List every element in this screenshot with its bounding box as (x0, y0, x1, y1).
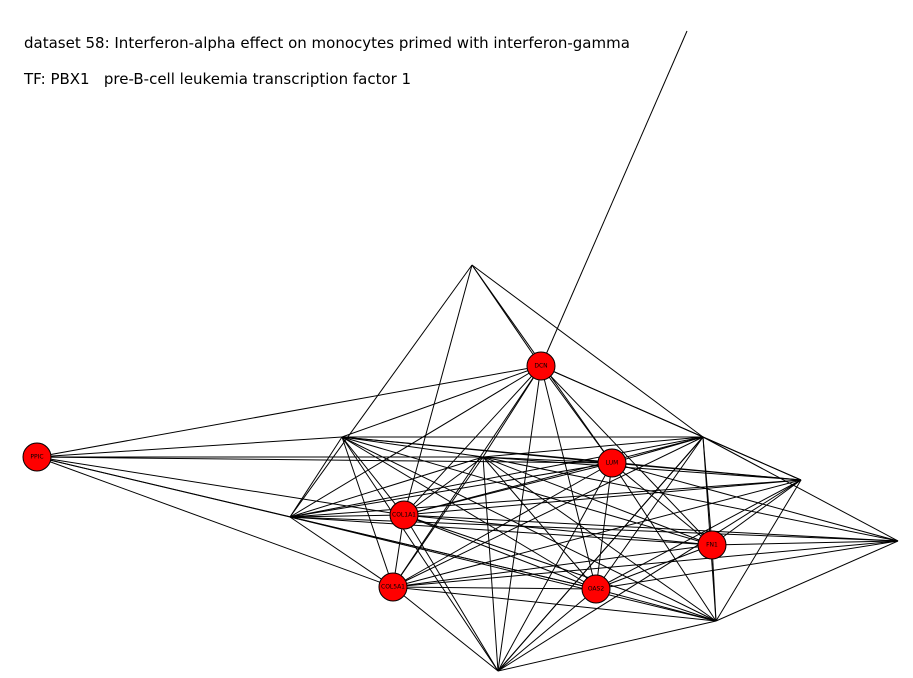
tf-title: TF: PBX1 pre-B-cell leukemia transcripti… (24, 70, 412, 88)
edge-dcn-p1 (341, 365, 542, 438)
node-lum[interactable]: LUM (597, 448, 627, 478)
node-label: COL5A1 (381, 584, 405, 591)
edge-p4-p7 (715, 479, 802, 622)
node-circle (22, 442, 52, 472)
edge-p1-fn1 (341, 436, 713, 546)
node-circle (378, 572, 408, 602)
node-label: PPIC (30, 454, 43, 461)
edge-p3-p6 (482, 456, 899, 542)
node-dcn[interactable]: DCN (526, 351, 556, 381)
edge-oas2-p8 (497, 588, 597, 672)
edge-col1a1-oas2 (403, 514, 597, 590)
edge-p1-col5a1 (341, 436, 394, 588)
edge-fn1-p6 (711, 540, 899, 546)
edge-layer (36, 30, 899, 672)
edge-p2-p6 (702, 436, 899, 542)
edge-ppic-col5a1 (36, 456, 394, 588)
edge-p2-col1a1 (403, 436, 704, 516)
edge-p8-p2 (497, 436, 704, 672)
node-fn1[interactable]: FN1 (697, 530, 727, 560)
edge-lum-fn1 (611, 462, 713, 546)
edge-col5a1-p8 (392, 586, 499, 672)
edge-ppic-dcn (36, 365, 542, 458)
node-label: LUM (606, 460, 619, 467)
edge-dcn-p5 (289, 365, 542, 518)
edge-p5-col5a1 (289, 516, 394, 588)
edge-col1a1-p7 (403, 514, 717, 622)
edge-dcn-t (540, 30, 688, 367)
edge-p3-p7 (482, 456, 717, 622)
edge-dcn-fn1 (540, 365, 713, 546)
edge-p1-p5 (289, 436, 343, 518)
edge-p3-lum (482, 456, 613, 464)
edge-p1-col1a1 (341, 436, 405, 516)
edge-p5-col1a1 (289, 514, 405, 518)
edge-col5a1-fn1 (392, 544, 713, 588)
edge-p4-p5 (289, 479, 802, 518)
edge-p3-fn1 (482, 456, 713, 546)
dataset-title: dataset 58: Interferon-alpha effect on m… (24, 34, 630, 52)
edge-ppic-lum (36, 456, 613, 464)
edge-lum-p6 (611, 462, 899, 542)
edge-oas2-p7 (595, 588, 717, 622)
edge-col5a1-p6 (392, 540, 899, 588)
edge-p2-col5a1 (392, 436, 704, 588)
node-circle (581, 574, 611, 604)
edge-lum-p8 (497, 462, 613, 672)
node-circle (597, 448, 627, 478)
edge-lum-p5 (289, 462, 613, 518)
edge-p4-p8 (497, 479, 802, 672)
edge-oas2-fn1 (595, 544, 713, 590)
node-label: COL1A1 (392, 512, 416, 519)
edge-b-p5 (289, 264, 473, 518)
edge-p5-fn1 (289, 516, 713, 546)
edge-p7-p8 (497, 620, 717, 672)
edge-dcn-p8 (497, 365, 542, 672)
edge-p7-p6 (715, 540, 899, 622)
node-circle (389, 500, 419, 530)
edge-p2-oas2 (595, 436, 704, 590)
edge-p1-p3 (341, 436, 484, 458)
edge-ppic-p1 (36, 436, 343, 458)
node-label: DCN (534, 363, 547, 370)
edge-col1a1-fn1 (403, 514, 713, 546)
node-circle (697, 530, 727, 560)
edge-ppic-col1a1 (36, 456, 405, 516)
edge-p4-col1a1 (403, 479, 802, 516)
node-label: OAS2 (588, 586, 605, 593)
edge-p2-p5 (289, 436, 704, 518)
edge-p1-oas2 (341, 436, 597, 590)
edge-p3-col1a1 (403, 456, 484, 516)
edge-p3-oas2 (482, 456, 597, 590)
node-circle (526, 351, 556, 381)
edge-col5a1-p7 (392, 586, 717, 622)
edge-b-p2 (471, 264, 704, 438)
edge-p5-p7 (289, 516, 717, 622)
node-ppic[interactable]: PPIC (22, 442, 52, 472)
edge-p8-p1 (341, 436, 499, 672)
edge-col5a1-oas2 (392, 586, 597, 590)
node-col1a1[interactable]: COL1A1 (389, 500, 419, 530)
edge-dcn-oas2 (540, 365, 597, 590)
edge-p4-oas2 (595, 479, 802, 590)
edge-p3-p4 (482, 456, 802, 481)
edge-p1-p7 (341, 436, 717, 622)
node-label: FN1 (706, 542, 718, 549)
edge-lum-p4 (611, 462, 802, 481)
edge-p3-col5a1 (392, 456, 484, 588)
node-col5a1[interactable]: COL5A1 (378, 572, 408, 602)
edge-col1a1-p6 (403, 514, 899, 542)
edge-p2-p4 (702, 436, 802, 481)
edge-oas2-p6 (595, 540, 899, 590)
edge-p2-p3 (482, 436, 704, 458)
edge-p3-p5 (289, 456, 484, 518)
node-oas2[interactable]: OAS2 (581, 574, 611, 604)
node-layer: DCN PPIC LUM COL1A1 FN1 COL5A1 OAS2 (22, 351, 727, 604)
